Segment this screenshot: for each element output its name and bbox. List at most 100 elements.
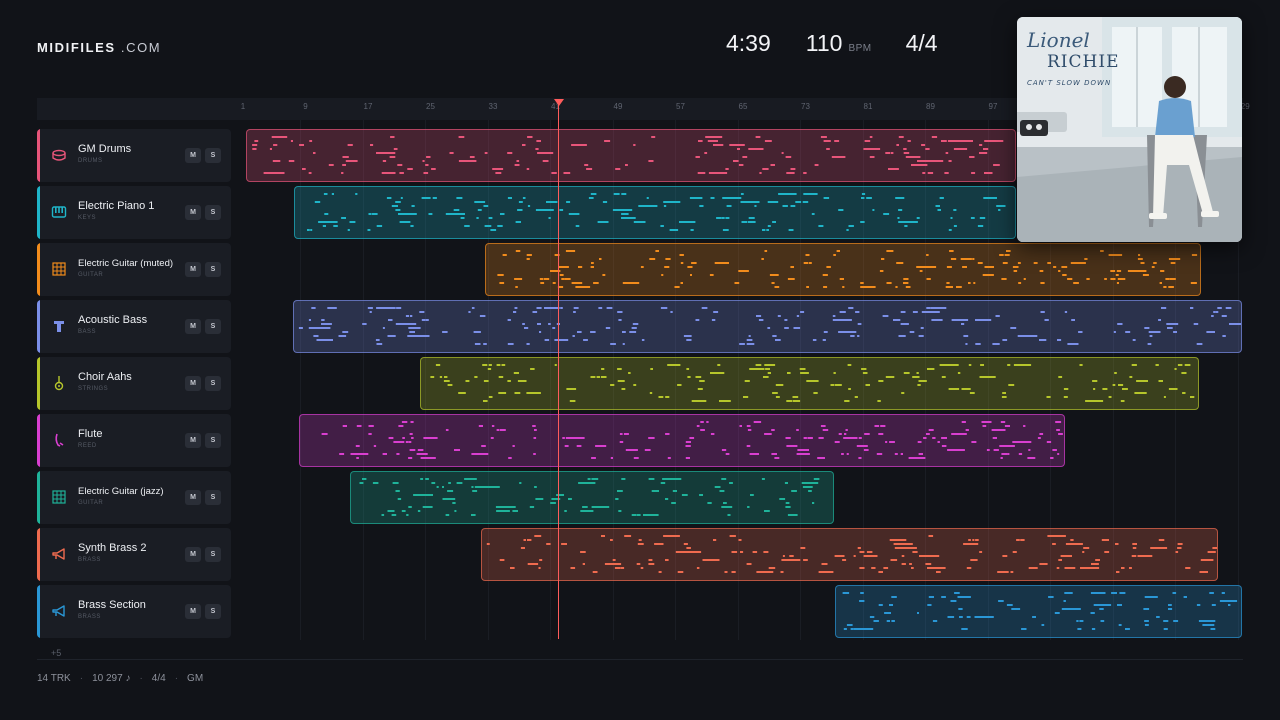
status-footer: 14 TRK · 10 297 ♪ · 4/4 · GM: [37, 673, 203, 684]
piano-icon: [51, 204, 67, 220]
solo-button[interactable]: S: [205, 148, 221, 163]
ruler-tick: 89: [926, 102, 935, 111]
track-header[interactable]: Synth Brass 2 BRASS M S: [37, 528, 231, 581]
track-header[interactable]: Electric Piano 1 KEYS M S: [37, 186, 231, 239]
ruler-tick: 1: [240, 102, 246, 111]
more-tracks-indicator[interactable]: +5: [51, 648, 62, 658]
note-pattern: [497, 250, 1198, 288]
ruler-tick: 129: [1236, 102, 1250, 111]
note-pattern: [298, 307, 1241, 345]
album-cover: Lionel RICHIE CAN'T SLOW DOWN: [1017, 17, 1242, 242]
track-color-stripe: [37, 471, 40, 524]
track-color-stripe: [37, 186, 40, 239]
mute-button[interactable]: M: [185, 604, 201, 619]
ruler-tick: 41: [551, 102, 560, 111]
track-color-stripe: [37, 528, 40, 581]
ruler-tick: 9: [303, 102, 308, 111]
song-stats: 4:39 110 BPM 4/4: [726, 30, 938, 57]
midi-clip[interactable]: [294, 186, 1016, 239]
solo-button[interactable]: S: [205, 376, 221, 391]
solo-button[interactable]: S: [205, 547, 221, 562]
track-header[interactable]: Electric Guitar (muted) GUITAR M S: [37, 243, 231, 296]
note-pattern: [321, 421, 1063, 459]
track-category: GUITAR: [78, 272, 104, 278]
grid-line: [550, 120, 551, 640]
track-category: DRUMS: [78, 158, 103, 164]
track-color-stripe: [37, 243, 40, 296]
track-header[interactable]: Electric Guitar (jazz) GUITAR M S: [37, 471, 231, 524]
solo-button[interactable]: S: [205, 490, 221, 505]
tempo-unit: BPM: [848, 43, 872, 54]
midi-clip[interactable]: [246, 129, 1016, 182]
mute-button[interactable]: M: [185, 319, 201, 334]
grid-line: [862, 120, 864, 640]
grid-line: [1175, 120, 1176, 640]
solo-button[interactable]: S: [205, 433, 221, 448]
track-header[interactable]: GM Drums DRUMS M S: [37, 129, 231, 182]
ruler-tick: 81: [863, 102, 873, 111]
track-name: Electric Piano 1: [78, 200, 155, 212]
flute-icon: [51, 432, 67, 448]
track-name: Electric Guitar (muted): [78, 258, 174, 269]
track-category: BASS: [78, 329, 97, 335]
ruler-tick: 97: [988, 102, 998, 111]
midi-standard: GM: [187, 673, 204, 684]
track-category: KEYS: [78, 215, 97, 221]
track-name: Acoustic Bass: [78, 314, 148, 326]
midi-clip[interactable]: [835, 585, 1242, 638]
track-header[interactable]: Acoustic Bass BASS M S: [37, 300, 231, 353]
mute-button[interactable]: M: [185, 148, 201, 163]
solo-button[interactable]: S: [205, 205, 221, 220]
album-title: CAN'T SLOW DOWN: [1027, 79, 1111, 87]
grid-line: [1050, 120, 1051, 640]
track-name: Flute: [78, 428, 103, 440]
track-color-stripe: [37, 300, 40, 353]
separator-dot: ·: [79, 673, 84, 684]
track-name: Electric Guitar (jazz): [78, 486, 164, 497]
tempo-display: 110: [805, 30, 843, 56]
album-artist: RICHIE: [1047, 52, 1119, 72]
footer-time-signature: 4/4: [151, 673, 166, 684]
track-name: Choir Aahs: [78, 371, 132, 383]
mute-button[interactable]: M: [185, 490, 201, 505]
mute-button[interactable]: M: [185, 262, 201, 277]
drum-icon: [51, 147, 67, 163]
mute-button[interactable]: M: [185, 433, 201, 448]
grid-line: [425, 120, 426, 640]
grid-line: [300, 120, 301, 640]
midi-clip[interactable]: [420, 357, 1199, 410]
midi-clip[interactable]: [299, 414, 1065, 467]
track-header[interactable]: Flute REED M S: [37, 414, 231, 467]
guitar-icon: [51, 261, 67, 277]
solo-button[interactable]: S: [205, 604, 221, 619]
grid-line: [1112, 120, 1114, 640]
midi-clip[interactable]: [350, 471, 834, 524]
track-color-stripe: [37, 585, 40, 638]
grid-line: [1237, 120, 1239, 640]
grid-line: [362, 120, 364, 640]
track-header[interactable]: Brass Section BRASS M S: [37, 585, 231, 638]
brand-name: MIDIFILES: [37, 40, 116, 55]
guitar-icon: [51, 489, 67, 505]
mute-button[interactable]: M: [185, 205, 201, 220]
playhead[interactable]: [558, 104, 559, 639]
timeline-ruler[interactable]: 191725334149576573818997105113121129: [37, 98, 1250, 120]
ruler-tick: 17: [363, 102, 373, 111]
ruler-tick: 25: [426, 102, 435, 111]
note-pattern: [307, 193, 1006, 231]
solo-button[interactable]: S: [205, 262, 221, 277]
ruler-tick: 49: [613, 102, 623, 111]
album-artist-script: Lionel: [1026, 28, 1090, 52]
violin-icon: [51, 375, 67, 391]
midi-clip[interactable]: [293, 300, 1242, 353]
track-color-stripe: [37, 414, 40, 467]
brand-logo: MIDIFILES .COM: [37, 40, 161, 55]
footer-divider: [37, 659, 1243, 660]
solo-button[interactable]: S: [205, 319, 221, 334]
track-header[interactable]: Choir Aahs STRINGS M S: [37, 357, 231, 410]
mute-button[interactable]: M: [185, 547, 201, 562]
midi-clip[interactable]: [481, 528, 1218, 581]
playhead-marker[interactable]: [554, 99, 564, 106]
mute-button[interactable]: M: [185, 376, 201, 391]
midi-clip[interactable]: [485, 243, 1201, 296]
